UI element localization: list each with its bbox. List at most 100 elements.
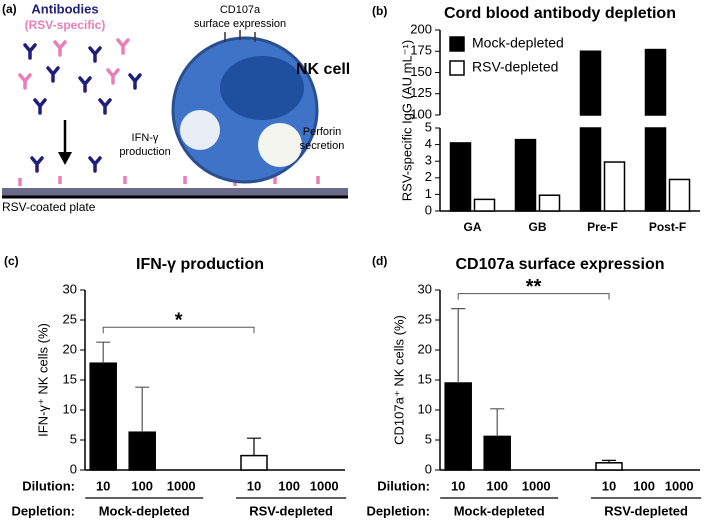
bar [240,454,268,471]
group-axis-label: Depletion: [11,503,75,518]
bar [668,178,691,212]
error-bar [602,459,616,463]
y-tick-label: 100 [410,106,432,121]
bar [579,50,602,116]
legend-label: Mock-depleted [472,35,564,51]
y-tick-label: 30 [63,281,77,296]
group-label: RSV-depleted [604,503,688,518]
x-tick-label: 1000 [522,478,551,493]
bar [128,431,156,471]
antibodies [18,38,142,173]
perforin-vesicle [258,123,302,167]
error-bar [490,408,505,437]
surface-expression-label: surface expression [194,18,286,30]
y-axis-label: RSV-specific IgG (AU mL⁻¹) [399,40,414,201]
y-axis-label: CD107a⁺ NK cells (%) [391,315,406,445]
y-tick-label: 0 [425,202,432,217]
y-tick-label: 150 [410,64,432,79]
bar [89,362,117,471]
production-label: production [119,146,170,158]
x-tick-label: 100 [131,478,153,493]
category-axis-label: Dilution: [22,478,75,493]
x-tick-label: 1000 [310,478,339,493]
legend-swatch [449,60,465,76]
y-tick-label: 200 [410,21,432,36]
bar [449,142,472,212]
category-axis-label: Dilution: [377,478,430,493]
cd107a-markers [224,30,256,42]
rsv-specific-label: (RSV-specific) [25,18,106,32]
y-tick-label: 125 [410,85,432,100]
bar [644,127,667,212]
secretion-label: secretion [300,140,345,152]
group-label: Mock-depleted [454,503,545,518]
ifn-vesicle [180,110,220,150]
x-tick-label: 1000 [665,478,694,493]
cd107a-label: CD107a [220,4,261,16]
group-axis-label: Depletion: [366,503,430,518]
x-tick-label: 10 [247,478,261,493]
y-tick-label: 5 [70,431,77,446]
bar [473,198,496,212]
bar [483,435,511,471]
error-bar [135,386,150,433]
error-bar [96,341,111,364]
x-tick-label: GB [529,220,547,234]
y-tick-label: 15 [63,371,77,386]
panel-label: (a) [2,2,17,16]
perforin-label: Perforin [303,126,342,138]
panel-label: (c) [4,254,19,268]
antibodies-label: Antibodies [31,1,98,16]
group-label: Mock-depleted [99,503,190,518]
chart-title: Cord blood antibody depletion [444,5,676,22]
error-bar [247,437,261,456]
chart-title: CD107a surface expression [456,256,665,273]
nucleus [220,56,304,120]
error-bar [451,308,466,383]
significance-label: * [175,309,183,331]
bar [595,462,623,471]
x-tick-label: 100 [633,478,655,493]
panel-label: (b) [372,4,387,18]
y-tick-label: 25 [418,311,432,326]
y-tick-label: 2 [425,169,432,184]
y-tick-label: 1 [425,186,432,201]
nk-cell-label: NK cell [296,61,350,78]
ifn-label: IFN-γ [132,132,159,144]
y-tick-label: 10 [63,401,77,416]
chart-title: IFN-γ production [136,256,264,273]
x-tick-label: 10 [451,478,465,493]
significance-label: ** [526,276,542,298]
significance-bracket [102,326,255,334]
x-tick-label: 10 [96,478,110,493]
y-tick-label: 3 [425,153,432,168]
panel-a: (a) Antibodies (RSV-specific) RSV-coated… [2,1,350,214]
group-label: RSV-depleted [249,503,333,518]
y-tick-label: 20 [63,341,77,356]
bar [538,194,561,212]
plate-label: RSV-coated plate [2,200,96,214]
x-tick-label: Pre-F [587,220,618,234]
significance-bracket [457,293,610,300]
rsv-coat [2,188,348,196]
y-tick-label: 0 [70,461,77,476]
y-tick-label: 15 [418,371,432,386]
y-tick-label: 30 [418,281,432,296]
bar [444,382,472,471]
panel-label: (d) [372,254,387,268]
y-axis-label: IFN-γ⁺ NK cells (%) [35,323,50,437]
y-tick-label: 10 [418,401,432,416]
legend-label: RSV-depleted [472,59,558,75]
x-tick-label: 100 [278,478,300,493]
bar [644,48,667,116]
x-tick-label: 100 [486,478,508,493]
x-tick-label: 1000 [167,478,196,493]
x-tick-label: Post-F [649,220,686,234]
arrow-head [58,152,72,165]
bar [579,127,602,212]
y-tick-label: 25 [63,311,77,326]
y-tick-label: 4 [425,136,432,151]
legend-swatch [449,36,465,52]
y-tick-label: 0 [425,461,432,476]
